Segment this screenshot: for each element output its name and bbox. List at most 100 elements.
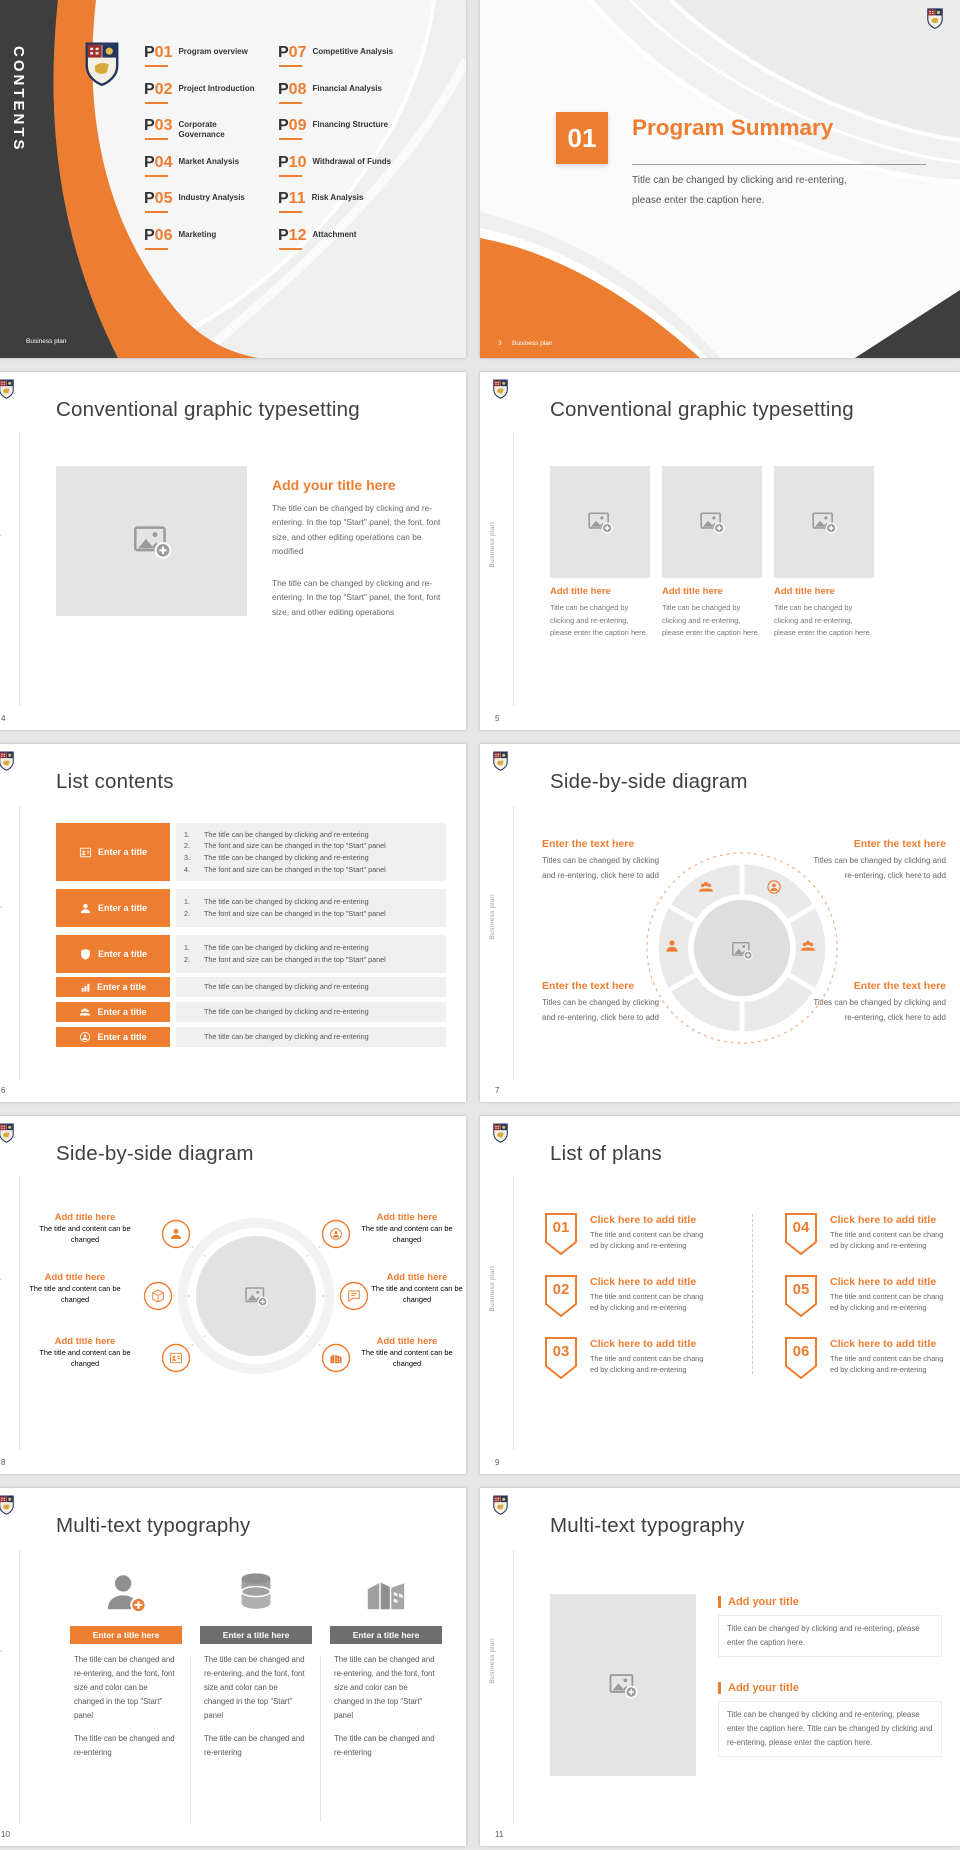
node-label: Add title here The title and content can …	[39, 1336, 131, 1369]
university-crest-icon	[0, 1495, 14, 1515]
image-placeholder-icon	[587, 509, 613, 535]
enter-title-button[interactable]: Enter a title	[56, 1027, 170, 1047]
toc-item[interactable]: P02 Project Introduction	[144, 81, 276, 104]
contents-background-art	[0, 0, 466, 358]
plan-body: The title and content can be chang ed by …	[590, 1292, 704, 1313]
title-underline	[632, 164, 926, 165]
paragraph: The title can be changed by clicking and…	[272, 578, 441, 617]
image-placeholder[interactable]	[550, 1594, 696, 1776]
slide-5[interactable]: Business plan Conventional graphic types…	[480, 372, 960, 730]
slide-11[interactable]: Business plan Multi-text typography Add …	[480, 1488, 960, 1846]
toc-item[interactable]: P12 Attachment	[278, 227, 410, 250]
text-block: Enter the text here Titles can be change…	[813, 838, 946, 880]
toc-num: 01	[154, 44, 173, 61]
slide-10[interactable]: Business plan Multi-text typography Ente…	[0, 1488, 466, 1846]
enter-title-button[interactable]: Enter a title	[56, 823, 170, 881]
toc-item[interactable]: P08 Financial Analysis	[278, 81, 410, 104]
left-rule	[19, 1550, 20, 1822]
contents-vertical-title: CONTENTS	[10, 46, 27, 153]
page-number: 6	[1, 1086, 6, 1095]
image-placeholder[interactable]	[662, 466, 762, 578]
toc-item[interactable]: P06 Marketing	[144, 227, 276, 250]
enter-title-bar[interactable]: Enter a title here	[70, 1626, 182, 1644]
section-title: Program Summary	[632, 115, 834, 140]
image-placeholder[interactable]	[774, 466, 874, 578]
page-number: 4	[1, 714, 6, 723]
section-caption-line1: Title can be changed by clicking and re-…	[632, 175, 847, 186]
toc-item[interactable]: P09 Financing Structure	[278, 117, 410, 140]
slide-6[interactable]: Business plan List contents Enter a titl…	[0, 744, 466, 1102]
column-paragraph: The title can be changed and re-entering	[204, 1734, 305, 1758]
toc-label: Program overview	[178, 47, 248, 56]
slide-9[interactable]: Business plan List of plans 01 Click her…	[480, 1116, 960, 1474]
toc-item[interactable]: P10 Withdrawal of Funds	[278, 154, 410, 177]
plan-body: The title and content can be chang ed by …	[830, 1230, 944, 1251]
slide-title: Conventional graphic typesetting	[550, 398, 854, 421]
slide-title: List contents	[56, 770, 174, 793]
image-placeholder-icon	[811, 509, 837, 535]
number-badge: 05	[784, 1274, 818, 1318]
slide-section-cover[interactable]: 01 Program Summary Title can be changed …	[480, 0, 960, 358]
enter-title-bar[interactable]: Enter a title here	[330, 1626, 442, 1644]
chat-icon	[347, 1289, 361, 1303]
column-paragraph: The title can be changed and re-entering	[334, 1734, 435, 1758]
slide-title: Multi-text typography	[550, 1514, 745, 1537]
shield-icon	[79, 948, 92, 961]
toc-item[interactable]: P11 Risk Analysis	[278, 190, 410, 213]
number-badge: 01	[544, 1212, 578, 1256]
toc-item[interactable]: P05 Industry Analysis	[144, 190, 276, 213]
plan-body: The title and content can be chang ed by …	[590, 1354, 704, 1375]
side-label: Business plan	[489, 1638, 496, 1684]
image-placeholder-icon	[731, 939, 753, 961]
id-card-icon	[169, 1351, 183, 1365]
enter-title-button[interactable]: Enter a title	[56, 1002, 170, 1022]
left-rule	[513, 434, 514, 706]
column-paragraph: The title can be changed and re-entering	[74, 1734, 175, 1758]
slide-contents[interactable]: CONTENTS Business plan P01 Program overvi…	[0, 0, 466, 358]
university-crest-icon	[85, 42, 119, 86]
plan-heading: Click here to add title	[590, 1338, 697, 1350]
page-number: 5	[495, 714, 500, 723]
enter-title-bar[interactable]: Enter a title here	[200, 1626, 312, 1644]
left-rule	[513, 1178, 514, 1450]
list-panel: 1. The title can be changed by clicking a…	[176, 889, 446, 927]
side-label: Business plan	[0, 894, 2, 940]
enter-title-button[interactable]: Enter a title	[56, 889, 170, 927]
university-crest-icon	[493, 379, 508, 399]
plan-body: The title and content can be chang ed by …	[830, 1292, 944, 1313]
toc-item[interactable]: P07 Competitive Analysis	[278, 44, 410, 67]
university-crest-icon	[493, 1123, 508, 1143]
left-rule	[19, 806, 20, 1078]
people-icon	[79, 1006, 91, 1018]
toc-item[interactable]: P04 Market Analysis	[144, 154, 276, 177]
left-rule	[19, 434, 20, 706]
slide-4[interactable]: Business plan Conventional graphic types…	[0, 372, 466, 730]
card-heading: Add title here	[550, 586, 611, 597]
slide-7[interactable]: Business plan Side-by-side diagram Enter…	[480, 744, 960, 1102]
university-crest-icon	[0, 379, 14, 399]
university-crest-icon	[0, 751, 14, 771]
card-heading: Add title here	[774, 586, 835, 597]
left-rule	[513, 1550, 514, 1822]
section-caption-line2: please enter the caption here.	[632, 195, 765, 206]
plan-heading: Click here to add title	[590, 1214, 697, 1226]
side-label: Business plan	[489, 1266, 496, 1312]
toc-item[interactable]: P01 Program overview	[144, 44, 276, 67]
side-label: Business plan	[0, 1638, 2, 1684]
image-placeholder[interactable]	[56, 466, 247, 616]
database-icon	[233, 1570, 279, 1616]
image-placeholder[interactable]	[550, 466, 650, 578]
side-label: Business plan	[489, 522, 496, 568]
slide-8[interactable]: Business plan Side-by-side diagram	[0, 1116, 466, 1474]
column-paragraph: The title can be changed and re-entering…	[74, 1655, 175, 1721]
typography-column: Enter a title here The title can be chan…	[70, 1564, 182, 1824]
person-icon	[766, 879, 782, 895]
list-panel: The title can be changed by clicking and…	[176, 1027, 446, 1047]
enter-title-button[interactable]: Enter a title	[56, 935, 170, 973]
toc-item[interactable]: P03 Corporate Governance	[144, 117, 225, 140]
people-icon	[800, 938, 816, 954]
plan-heading: Click here to add title	[830, 1214, 937, 1226]
node-label: Add title here The title and content can …	[39, 1212, 131, 1245]
enter-title-button[interactable]: Enter a title	[56, 977, 170, 997]
